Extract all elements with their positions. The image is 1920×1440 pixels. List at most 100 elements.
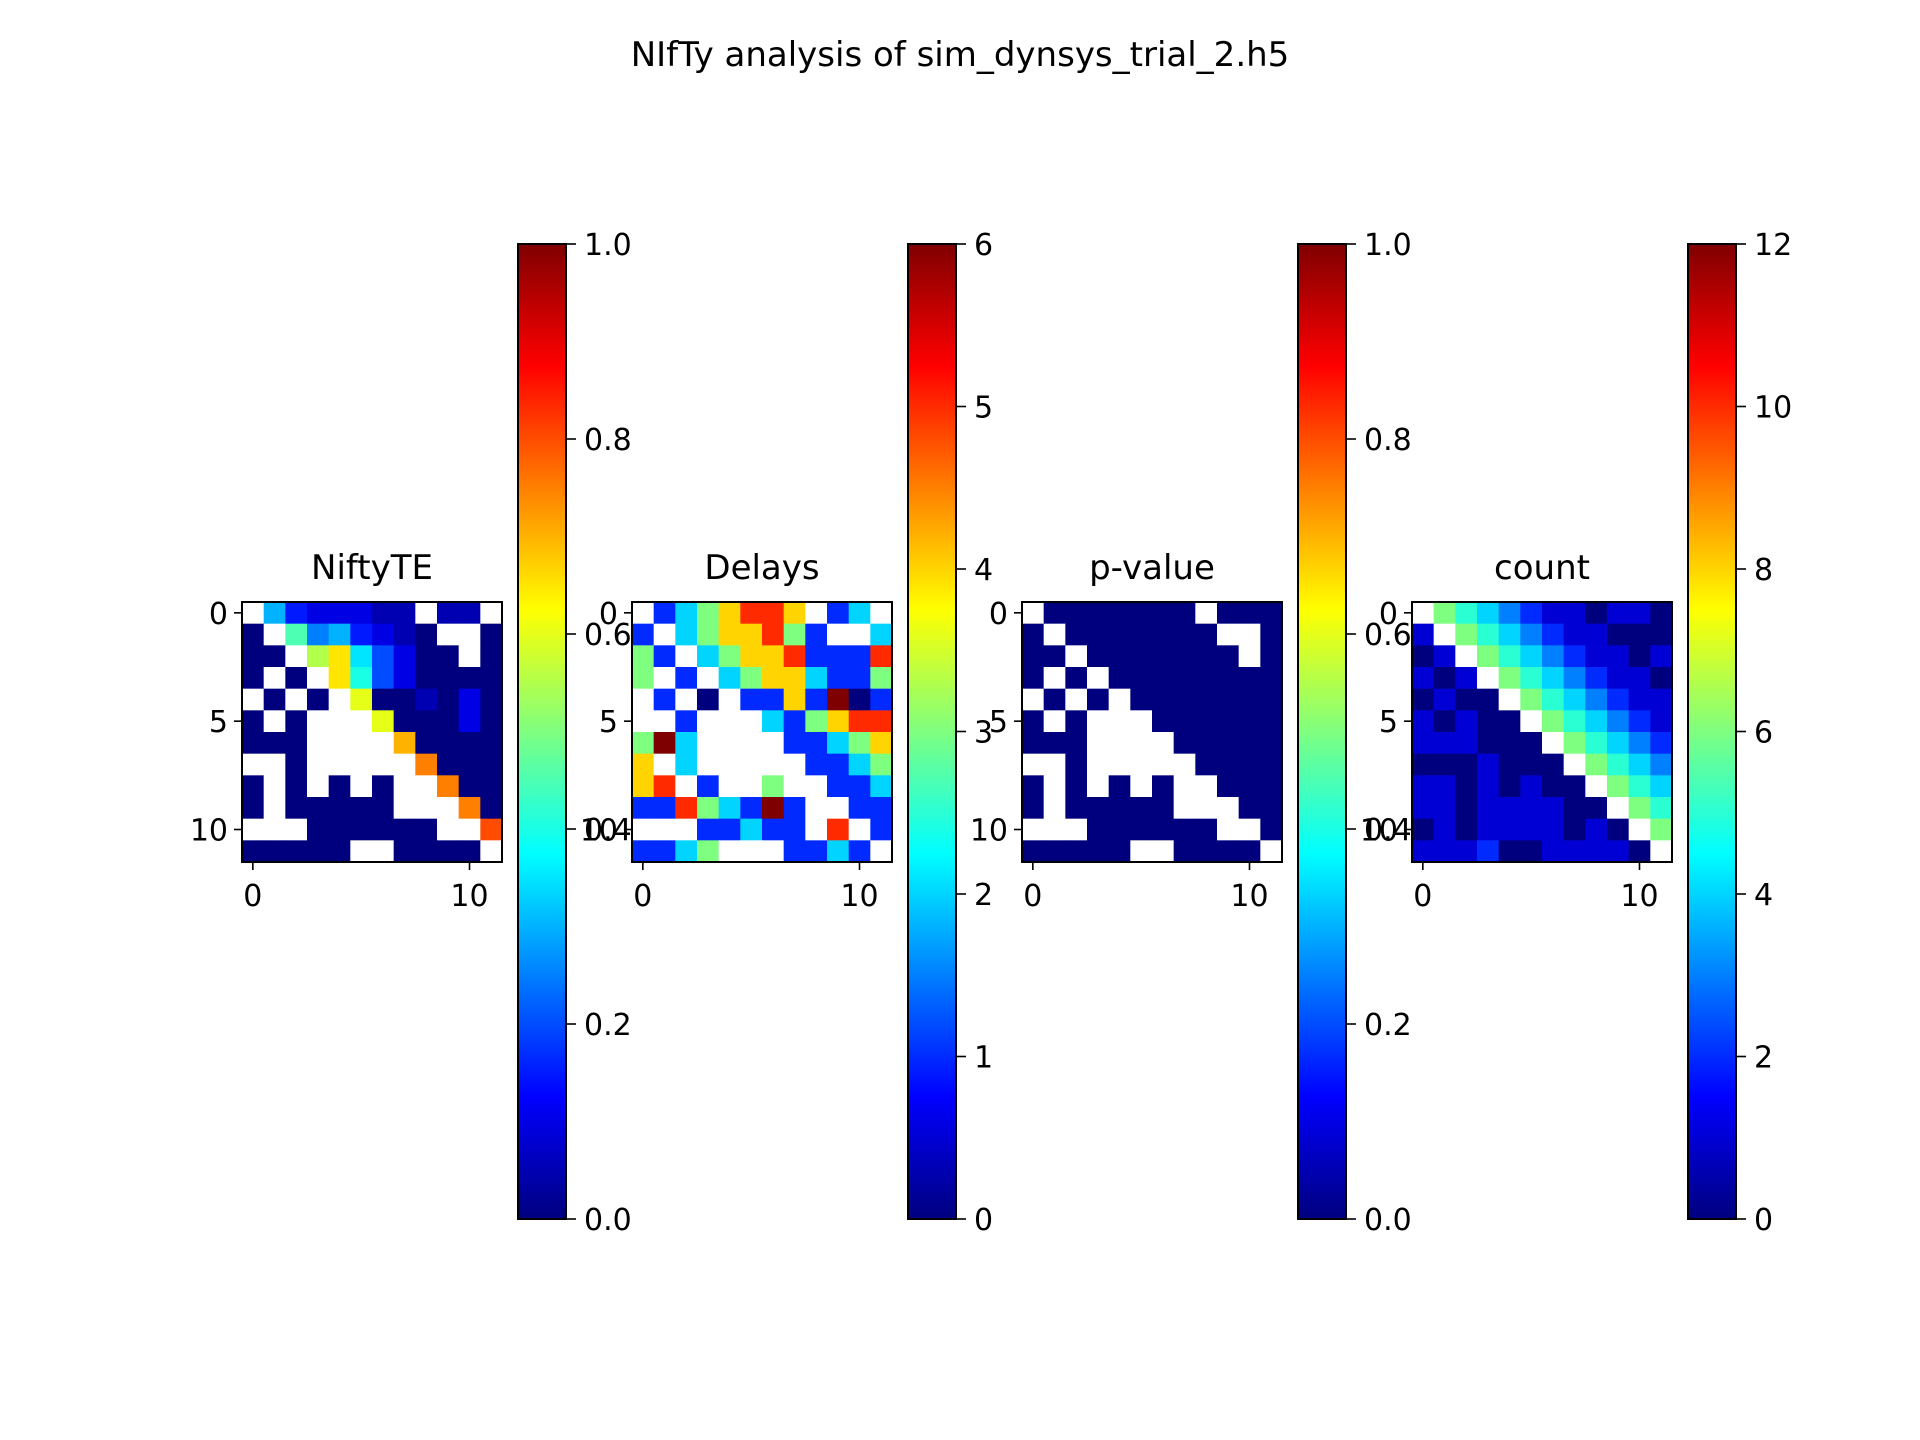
heatmap-cell bbox=[1563, 797, 1586, 820]
heatmap-cell bbox=[653, 840, 676, 863]
colorbar bbox=[1687, 243, 1737, 1220]
heatmap-cell bbox=[805, 688, 828, 711]
heatmap-cell bbox=[1022, 623, 1045, 646]
heatmap-cell bbox=[372, 667, 395, 690]
heatmap-cell bbox=[1108, 602, 1131, 625]
heatmap-cell bbox=[1043, 797, 1066, 820]
heatmap-cell bbox=[480, 818, 503, 841]
heatmap-cell bbox=[1433, 840, 1456, 863]
heatmap-cell bbox=[718, 732, 741, 755]
heatmap-cell bbox=[1650, 602, 1673, 625]
heatmap-cell bbox=[783, 645, 806, 668]
heatmap-cell bbox=[1585, 818, 1608, 841]
heatmap-cell bbox=[1607, 840, 1630, 863]
heatmap-cell bbox=[1520, 818, 1543, 841]
heatmap-cell bbox=[1520, 688, 1543, 711]
heatmap-cell bbox=[1108, 688, 1131, 711]
heatmap-cell bbox=[1650, 840, 1673, 863]
heatmap-cell bbox=[393, 775, 416, 798]
heatmap-cell bbox=[263, 688, 286, 711]
heatmap-cell bbox=[1477, 775, 1500, 798]
heatmap-cell bbox=[1108, 797, 1131, 820]
heatmap-cell bbox=[1650, 710, 1673, 733]
heatmap-cell bbox=[1607, 775, 1630, 798]
heatmap-cell bbox=[675, 797, 698, 820]
heatmap-cell bbox=[1455, 688, 1478, 711]
x-tick-label: 10 bbox=[450, 879, 488, 914]
heatmap-cell bbox=[675, 602, 698, 625]
heatmap-cell bbox=[1087, 623, 1110, 646]
heatmap-cell bbox=[263, 840, 286, 863]
heatmap-cell bbox=[848, 753, 871, 776]
heatmap-cell bbox=[1412, 602, 1435, 625]
heatmap-cell bbox=[1022, 818, 1045, 841]
heatmap-cell bbox=[805, 623, 828, 646]
heatmap-cell bbox=[1455, 710, 1478, 733]
colorbar-tick-label: 0.2 bbox=[1364, 1008, 1412, 1043]
heatmap-cell bbox=[1108, 818, 1131, 841]
x-tick-label: 10 bbox=[840, 879, 878, 914]
heatmap-cell bbox=[1542, 753, 1565, 776]
heatmap-cell bbox=[328, 732, 351, 755]
heatmap-cell bbox=[480, 667, 503, 690]
heatmap-cell bbox=[1130, 602, 1153, 625]
heatmap-cell bbox=[1065, 623, 1088, 646]
heatmap-cell bbox=[1563, 775, 1586, 798]
heatmap-cell bbox=[1520, 840, 1543, 863]
heatmap-cell bbox=[718, 753, 741, 776]
heatmap-cell bbox=[1477, 818, 1500, 841]
heatmap-cell bbox=[350, 623, 373, 646]
heatmap-cell bbox=[1498, 840, 1521, 863]
heatmap-cell bbox=[1563, 602, 1586, 625]
heatmap-cell bbox=[848, 732, 871, 755]
heatmap-cell bbox=[1498, 797, 1521, 820]
heatmap-cell bbox=[1260, 818, 1283, 841]
heatmap-cell bbox=[1585, 732, 1608, 755]
heatmap-cell bbox=[1195, 645, 1218, 668]
heatmap-cell bbox=[1607, 818, 1630, 841]
heatmap-cell bbox=[762, 797, 785, 820]
x-tick-label: 10 bbox=[1230, 879, 1268, 914]
heatmap-cell bbox=[1108, 775, 1131, 798]
heatmap-cell bbox=[437, 753, 460, 776]
heatmap-cell bbox=[1498, 753, 1521, 776]
heatmap-cell bbox=[1650, 623, 1673, 646]
x-tick-label: 0 bbox=[243, 879, 262, 914]
heatmap-frame bbox=[631, 601, 893, 863]
heatmap-cell bbox=[1607, 753, 1630, 776]
heatmap-cell bbox=[350, 645, 373, 668]
heatmap-cell bbox=[415, 645, 438, 668]
heatmap-cell bbox=[827, 710, 850, 733]
heatmap-cell bbox=[1065, 688, 1088, 711]
heatmap-cell bbox=[697, 753, 720, 776]
heatmap-cell bbox=[1412, 797, 1435, 820]
heatmap-cell bbox=[242, 775, 265, 798]
heatmap-cell bbox=[458, 753, 481, 776]
heatmap-cell bbox=[1412, 775, 1435, 798]
heatmap-cell bbox=[263, 645, 286, 668]
heatmap-cell bbox=[1152, 818, 1175, 841]
colorbar-tick-label: 6 bbox=[974, 228, 993, 263]
heatmap-cell bbox=[653, 688, 676, 711]
heatmap-cell bbox=[632, 710, 655, 733]
heatmap-cell bbox=[1585, 602, 1608, 625]
heatmap-cell bbox=[1195, 818, 1218, 841]
heatmap-cell bbox=[1477, 645, 1500, 668]
heatmap-cell bbox=[285, 688, 308, 711]
heatmap-cell bbox=[1477, 623, 1500, 646]
heatmap-cell bbox=[458, 667, 481, 690]
colorbar-tick-label: 0.6 bbox=[1364, 618, 1412, 653]
heatmap-cell bbox=[675, 645, 698, 668]
heatmap-cell bbox=[263, 775, 286, 798]
heatmap-cell bbox=[783, 710, 806, 733]
heatmap-cell bbox=[827, 688, 850, 711]
colorbar-tick-label: 1.0 bbox=[584, 228, 632, 263]
heatmap-cell bbox=[328, 623, 351, 646]
heatmap-cell bbox=[1542, 797, 1565, 820]
heatmap-cell bbox=[1650, 732, 1673, 755]
heatmap-cell bbox=[1260, 667, 1283, 690]
heatmap-cell bbox=[1520, 623, 1543, 646]
heatmap-cell bbox=[1217, 688, 1240, 711]
heatmap-cell bbox=[1043, 840, 1066, 863]
heatmap-cell bbox=[827, 840, 850, 863]
